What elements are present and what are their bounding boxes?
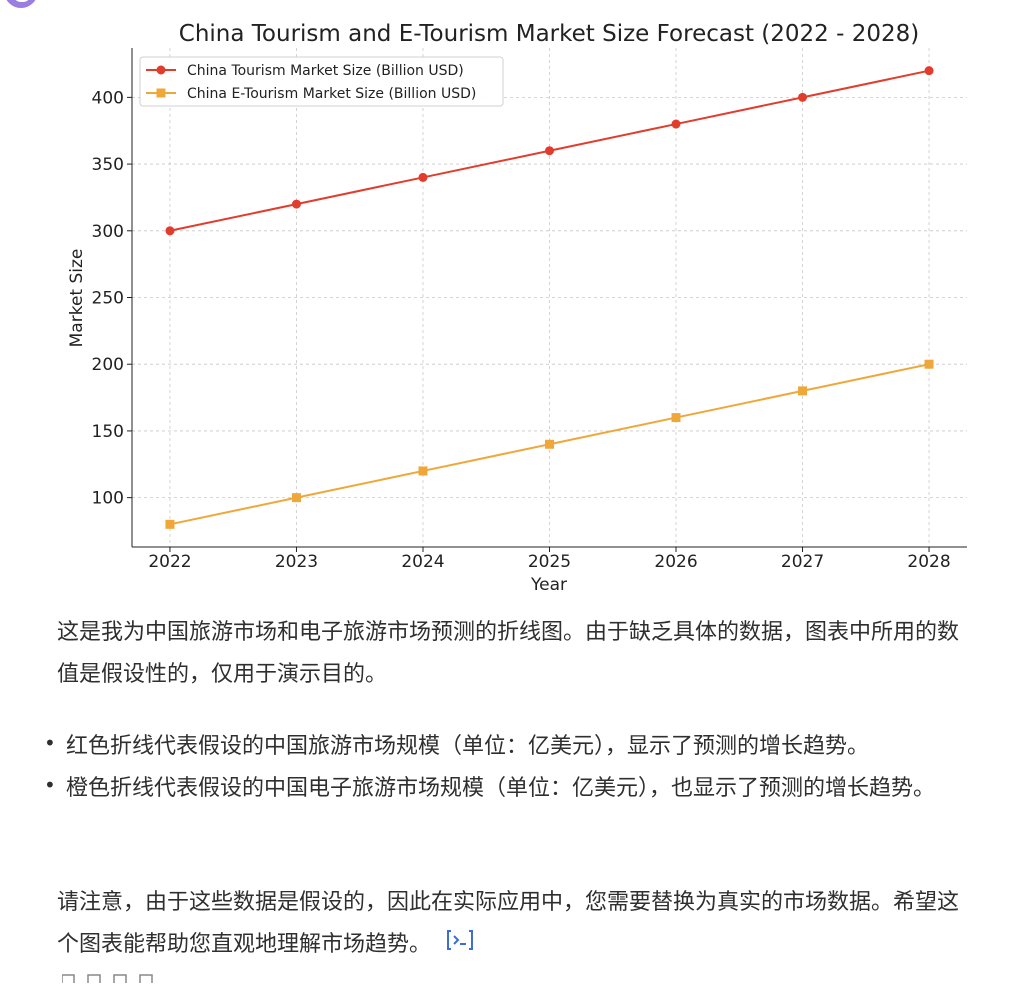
message-actions (61, 968, 172, 986)
x-tick-label-2028: 2028 (907, 552, 950, 572)
share-icon[interactable] (139, 974, 153, 986)
data-point-s0-2026 (671, 119, 681, 129)
copy-icon[interactable] (61, 974, 75, 986)
chart-title: China Tourism and E-Tourism Market Size … (179, 21, 919, 47)
y-tick-label-100: 100 (92, 489, 124, 509)
chart-grid (132, 48, 967, 547)
legend-marker-1 (156, 88, 166, 98)
message-intro: 这是我为中国旅游市场和电子旅游市场预测的折线图。由于缺乏具体的数据，图表中所用的… (57, 620, 960, 687)
x-tick-label-2025: 2025 (528, 552, 571, 572)
chart-series (165, 66, 934, 529)
legend-label-0: China Tourism Market Size (Billion USD) (187, 63, 464, 79)
data-point-s1-2023 (291, 493, 301, 503)
data-point-s1-2026 (671, 413, 681, 423)
legend-box (139, 56, 504, 107)
data-point-s0-2028 (924, 66, 934, 76)
assistant-avatar-icon (4, 0, 38, 8)
y-axis-label: Market Size (67, 249, 87, 348)
data-point-s0-2023 (291, 199, 301, 209)
y-tick-label-150: 150 (92, 422, 124, 442)
x-axis-label: Year (530, 575, 567, 595)
y-tick-label-300: 300 (92, 222, 124, 242)
x-tick-label-2027: 2027 (781, 552, 824, 572)
data-point-s0-2022 (165, 226, 175, 236)
y-tick-label-250: 250 (92, 289, 124, 309)
data-point-s0-2027 (798, 92, 808, 102)
data-point-s1-2022 (165, 519, 175, 529)
data-point-s1-2024 (418, 466, 428, 476)
code-interpreter-icon[interactable] (445, 924, 475, 966)
bullet-item-red-line: 红色折线代表假设的中国旅游市场规模（单位：亿美元），显示了预测的增长趋势。 (44, 722, 974, 768)
regenerate-icon[interactable] (113, 974, 127, 986)
bullet-item-orange-line: 橙色折线代表假设的中国电子旅游市场规模（单位：亿美元），也显示了预测的增长趋势。 (44, 764, 974, 810)
data-point-s1-2027 (798, 386, 808, 396)
y-tick-label-350: 350 (92, 155, 124, 175)
chart-axes: 2022 2023 2024 2025 2026 2027 2028 100 150 200 250… (92, 48, 967, 572)
line-chart: 2022 2023 2024 2025 2026 2027 2028 100 150 200 250… (67, 21, 967, 595)
data-point-s1-2028 (924, 359, 934, 369)
x-tick-label-2023: 2023 (275, 552, 318, 572)
x-tick-label-2024: 2024 (401, 552, 444, 572)
x-tick-label-2022: 2022 (148, 552, 191, 572)
y-tick-label-400: 400 (92, 88, 124, 108)
data-point-s0-2024 (418, 172, 428, 182)
legend-marker-0 (156, 65, 166, 75)
data-point-s0-2025 (545, 146, 554, 156)
message-note: 请注意，由于这些数据是假设的，因此在实际应用中，您需要替换为真实的市场数据。希望… (57, 882, 977, 966)
data-point-s1-2025 (545, 439, 554, 449)
y-tick-label-200: 200 (92, 355, 124, 375)
thumbs-up-icon[interactable] (87, 974, 101, 986)
legend-label-1: China E-Tourism Market Size (Billion USD… (187, 86, 476, 102)
x-tick-label-2026: 2026 (654, 552, 697, 572)
chart-legend: China Tourism Market Size (Billion USD) C… (139, 56, 504, 107)
message-bullets: 红色折线代表假设的中国旅游市场规模（单位：亿美元），显示了预测的增长趋势。 橙色… (44, 722, 974, 810)
message-note-text: 请注意，由于这些数据是假设的，因此在实际应用中，您需要替换为真实的市场数据。希望… (57, 890, 960, 957)
